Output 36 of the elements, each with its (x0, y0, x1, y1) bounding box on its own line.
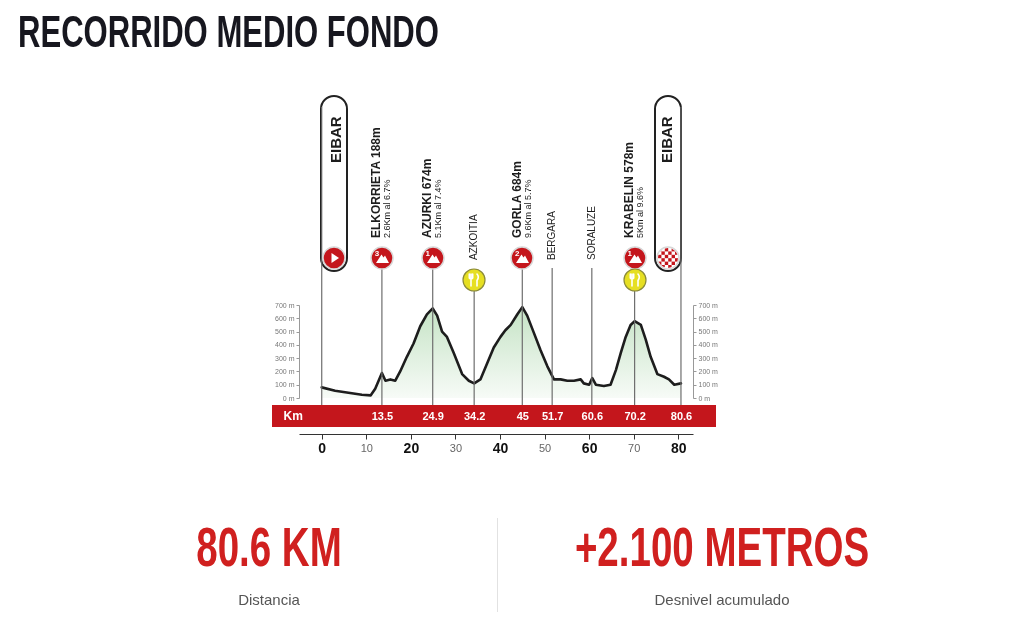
ref-line-label: BERGARA (546, 210, 558, 260)
text: KRABELIN 578m 5Km al 9.6% (622, 141, 646, 238)
x-tick-label: 80 (671, 439, 687, 456)
x2-tick-label: 70.2 (624, 409, 646, 422)
text: 2 (515, 249, 520, 258)
x-tick-label: 30 (449, 441, 463, 454)
text: Desnivel acumulado (654, 591, 790, 609)
x-tick-label: 10 (360, 441, 373, 454)
x-tick-label: 20 (403, 439, 420, 456)
x2-tick-label: 45 (516, 409, 529, 422)
x-tick-label: 50 (538, 441, 552, 454)
x2-tick-label: 34.2 (463, 409, 486, 422)
x2-tick-label: 13.5 (371, 409, 394, 422)
x2-tick-label: 51.7 (541, 409, 564, 422)
x-tick-label: 60 (581, 439, 598, 456)
text: 1 (627, 249, 632, 258)
text: Distancia (238, 591, 300, 609)
x-tick-label: 70 (628, 441, 641, 454)
text: ELKORRIETA 188m 2.6Km al 6.7% (369, 127, 393, 238)
text: 1 (425, 249, 430, 258)
x-tick-label: 0 (318, 439, 327, 456)
ref-line-label: SORALUZE (585, 205, 597, 260)
x2-tick-label: 60.6 (581, 409, 604, 422)
ref-line-label: EIBAR (326, 116, 344, 163)
chart-title: RECORRIDO MEDIO FONDO (18, 6, 439, 57)
text: 80.6 KM (196, 516, 342, 578)
ref-line-label: EIBAR (657, 116, 675, 163)
x-tick-label: 40 (492, 439, 509, 456)
ref-line-label: AZKOITIA (468, 214, 480, 260)
text: AZURKI 674m 5.1Km al 7.4% (420, 158, 444, 238)
x2-axis-title: Km (283, 408, 303, 423)
x2-tick-label: 80.6 (670, 409, 693, 422)
text: GORLA 684m 9.6Km al 5.7% (509, 161, 533, 238)
text: 3 (374, 249, 380, 258)
text: +2.100 METROS (574, 516, 870, 578)
x2-tick-label: 24.9 (422, 409, 444, 422)
